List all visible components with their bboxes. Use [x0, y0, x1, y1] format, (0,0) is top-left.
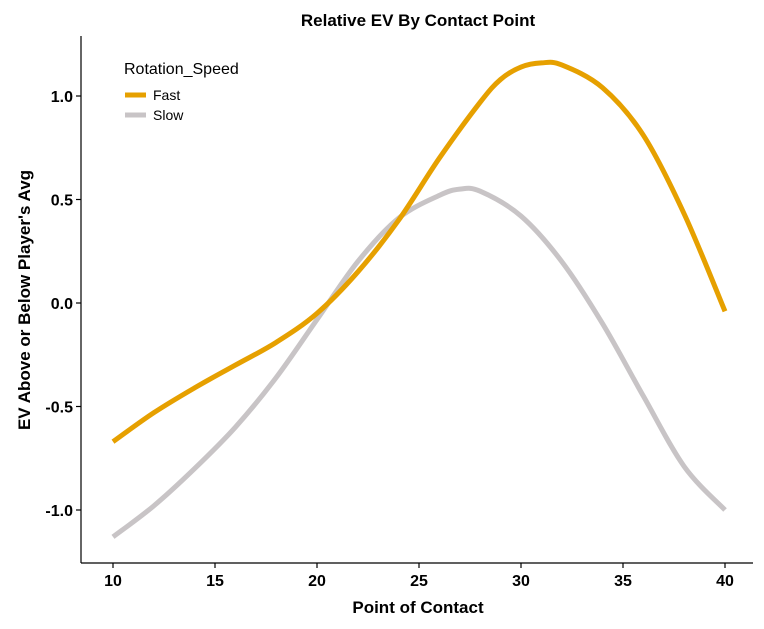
x-tick-label: 25 — [410, 573, 428, 590]
x-axis-label: Point of Contact — [352, 598, 484, 617]
series-line-slow — [111, 185, 727, 539]
x-tick-label: 10 — [104, 573, 122, 590]
legend-label-fast: Fast — [153, 87, 180, 103]
y-tick-label: 0.5 — [51, 193, 73, 210]
legend-items: Fast Slow — [125, 87, 184, 123]
x-tick-label: 40 — [716, 573, 734, 590]
x-tick-label: 35 — [614, 573, 632, 590]
legend: Rotation_Speed Fast Slow — [124, 61, 239, 123]
x-tick-label: 15 — [206, 573, 224, 590]
x-axis-ticks: 10 15 20 25 30 35 40 — [104, 563, 734, 590]
series-line-fast — [111, 59, 728, 444]
legend-title: Rotation_Speed — [124, 61, 239, 78]
y-tick-label: 0.0 — [51, 296, 73, 313]
series-layer — [111, 59, 728, 539]
x-tick-label: 30 — [512, 573, 530, 590]
chart-title: Relative EV By Contact Point — [301, 11, 536, 30]
y-axis-ticks: -1.0 -0.5 0.0 0.5 1.0 — [45, 89, 81, 520]
legend-label-slow: Slow — [153, 107, 184, 123]
y-tick-label: -0.5 — [45, 400, 73, 417]
y-tick-label: -1.0 — [45, 503, 73, 520]
x-tick-label: 20 — [308, 573, 326, 590]
y-tick-label: 1.0 — [51, 89, 73, 106]
y-axis-label: EV Above or Below Player's Avg — [15, 170, 34, 430]
